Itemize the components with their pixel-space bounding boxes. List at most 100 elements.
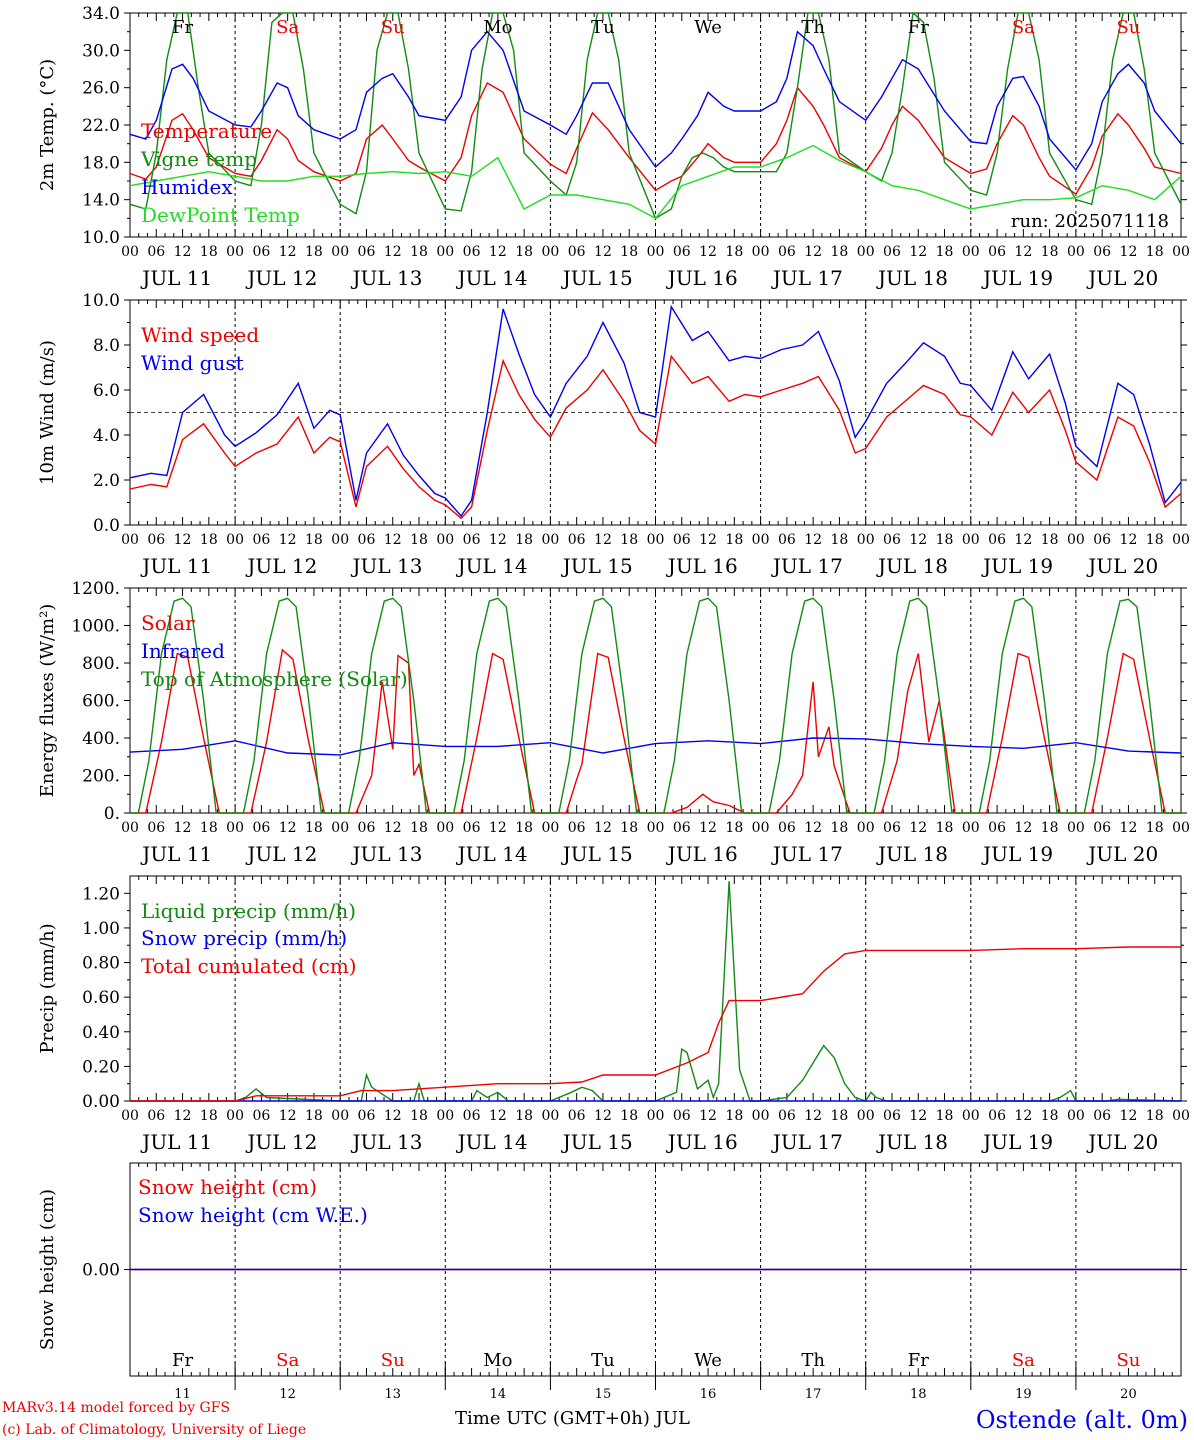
panel-3: 0. 200. 400. 600. 800. 1000. 1200. Energy fluxe… <box>37 579 1190 866</box>
y-tick-label: 600. <box>82 692 120 712</box>
hour-label: 12 <box>384 1108 402 1124</box>
date-label: JUL 18 <box>876 1130 948 1154</box>
legend-dewpoint-temp: DewPoint Temp <box>141 203 300 227</box>
hour-label: 00 <box>541 820 559 836</box>
hour-label: 00 <box>331 820 349 836</box>
y-tick-label: 0.20 <box>82 1057 120 1077</box>
hour-label: 06 <box>568 1108 586 1124</box>
panel-2: 0.0 2.0 4.0 6.0 8.0 10.0 10m Wind (m/s) Wind sp… <box>37 291 1190 578</box>
hour-label: 00 <box>121 244 139 260</box>
hour-label: 18 <box>200 1108 218 1124</box>
hour-label: 18 <box>1146 532 1164 548</box>
hour-label: 18 <box>305 1108 323 1124</box>
legend-humidex: Humidex <box>141 175 233 199</box>
hour-label: 06 <box>358 820 376 836</box>
hour-label: 18 <box>305 820 323 836</box>
series-line-temperature <box>129 82 1182 196</box>
hour-label: 12 <box>909 820 927 836</box>
hour-label: 18 <box>200 820 218 836</box>
date-label: JUL 14 <box>456 266 528 290</box>
date-label: JUL 12 <box>245 554 317 578</box>
hour-label: 06 <box>778 244 796 260</box>
hour-label: 12 <box>489 244 507 260</box>
hour-label: 12 <box>699 1108 717 1124</box>
date-label: JUL 18 <box>876 842 948 866</box>
hour-label: 00 <box>1067 820 1085 836</box>
weekday-label: Su <box>1116 17 1140 38</box>
day-number-label: 18 <box>910 1387 927 1402</box>
hour-label: 18 <box>515 244 533 260</box>
panel-1: 10.0 14.0 18.0 22.0 26.0 30.0 34.0 2m Temp. (°C… <box>37 4 1190 290</box>
hour-label: 06 <box>358 532 376 548</box>
hour-label: 00 <box>752 244 770 260</box>
hour-label: 00 <box>436 1108 454 1124</box>
hour-label: 06 <box>252 532 270 548</box>
hour-label: 18 <box>305 532 323 548</box>
legend-total-cumulated-cm-: Total cumulated (cm) <box>141 954 357 978</box>
hour-label: 06 <box>463 1108 481 1124</box>
date-label: JUL 19 <box>981 1130 1053 1154</box>
hour-label: 00 <box>436 244 454 260</box>
y-tick-label: 26.0 <box>82 79 120 99</box>
y-tick-label: 1.20 <box>82 884 120 904</box>
hour-label: 18 <box>725 532 743 548</box>
legend-top-of-atmosphere-solar-: Top of Atmosphere (Solar) <box>141 667 408 691</box>
hour-label: 18 <box>831 1108 849 1124</box>
hour-label: 18 <box>620 820 638 836</box>
hour-label: 06 <box>568 244 586 260</box>
hour-label: 12 <box>1014 820 1032 836</box>
legend-solar: Solar <box>141 611 195 635</box>
hour-label: 00 <box>647 532 665 548</box>
panel-4: 0.00 0.20 0.40 0.60 0.80 1.00 1.20 Precip (mm/h… <box>37 875 1190 1154</box>
hour-label: 12 <box>1120 244 1138 260</box>
hour-label: 00 <box>962 1108 980 1124</box>
day-number-label: 20 <box>1120 1387 1137 1402</box>
hour-label: 00 <box>857 244 875 260</box>
hour-label: 18 <box>1041 532 1059 548</box>
hour-label: 00 <box>647 244 665 260</box>
hour-label: 06 <box>988 820 1006 836</box>
hour-label: 18 <box>515 820 533 836</box>
series-line-top-of-atmosphere-solar- <box>130 597 1181 814</box>
y-tick-label: 18.0 <box>82 153 120 173</box>
hour-label: 18 <box>1146 1108 1164 1124</box>
panel-5: 0.00 Snow height (cm) Snow height (cm) Snow… <box>37 1162 1187 1402</box>
y-tick-label: 10.0 <box>82 291 120 311</box>
hour-label: 00 <box>1172 244 1190 260</box>
date-label: JUL 12 <box>245 1130 317 1154</box>
date-label: JUL 20 <box>1086 554 1158 578</box>
hour-label: 00 <box>121 1108 139 1124</box>
hour-label: 06 <box>358 244 376 260</box>
legend-wind-gust: Wind gust <box>141 351 244 375</box>
legend-vigne-temp: Vigne temp <box>140 147 257 171</box>
hour-label: 12 <box>384 820 402 836</box>
hour-label: 06 <box>883 820 901 836</box>
hour-label: 12 <box>699 532 717 548</box>
y-axis-label: 2m Temp. (°C) <box>37 59 58 191</box>
weekday-label: Su <box>381 17 405 38</box>
date-label: JUL 11 <box>140 1130 212 1154</box>
hour-label: 06 <box>673 532 691 548</box>
day-number-label: 13 <box>384 1387 401 1402</box>
hour-label: 18 <box>515 532 533 548</box>
date-label: JUL 13 <box>351 1130 423 1154</box>
hour-label: 12 <box>699 244 717 260</box>
hour-label: 12 <box>804 820 822 836</box>
date-label: JUL 18 <box>876 554 948 578</box>
y-tick-label: 14.0 <box>82 191 120 211</box>
run-label: run: 2025071118 <box>1011 211 1169 232</box>
hour-label: 12 <box>279 532 297 548</box>
y-tick-label: 22.0 <box>82 116 120 136</box>
date-label: JUL 14 <box>456 842 528 866</box>
hour-label: 00 <box>857 532 875 548</box>
weekday-label: Tu <box>591 17 615 38</box>
y-tick-label: 1200. <box>71 579 120 599</box>
hour-label: 06 <box>358 1108 376 1124</box>
day-number-label: 16 <box>700 1387 717 1402</box>
hour-label: 12 <box>1014 532 1032 548</box>
hour-label: 12 <box>489 1108 507 1124</box>
hour-label: 06 <box>463 532 481 548</box>
date-label: JUL 15 <box>561 266 633 290</box>
legend-snow-height-cm-: Snow height (cm) <box>138 1175 317 1199</box>
